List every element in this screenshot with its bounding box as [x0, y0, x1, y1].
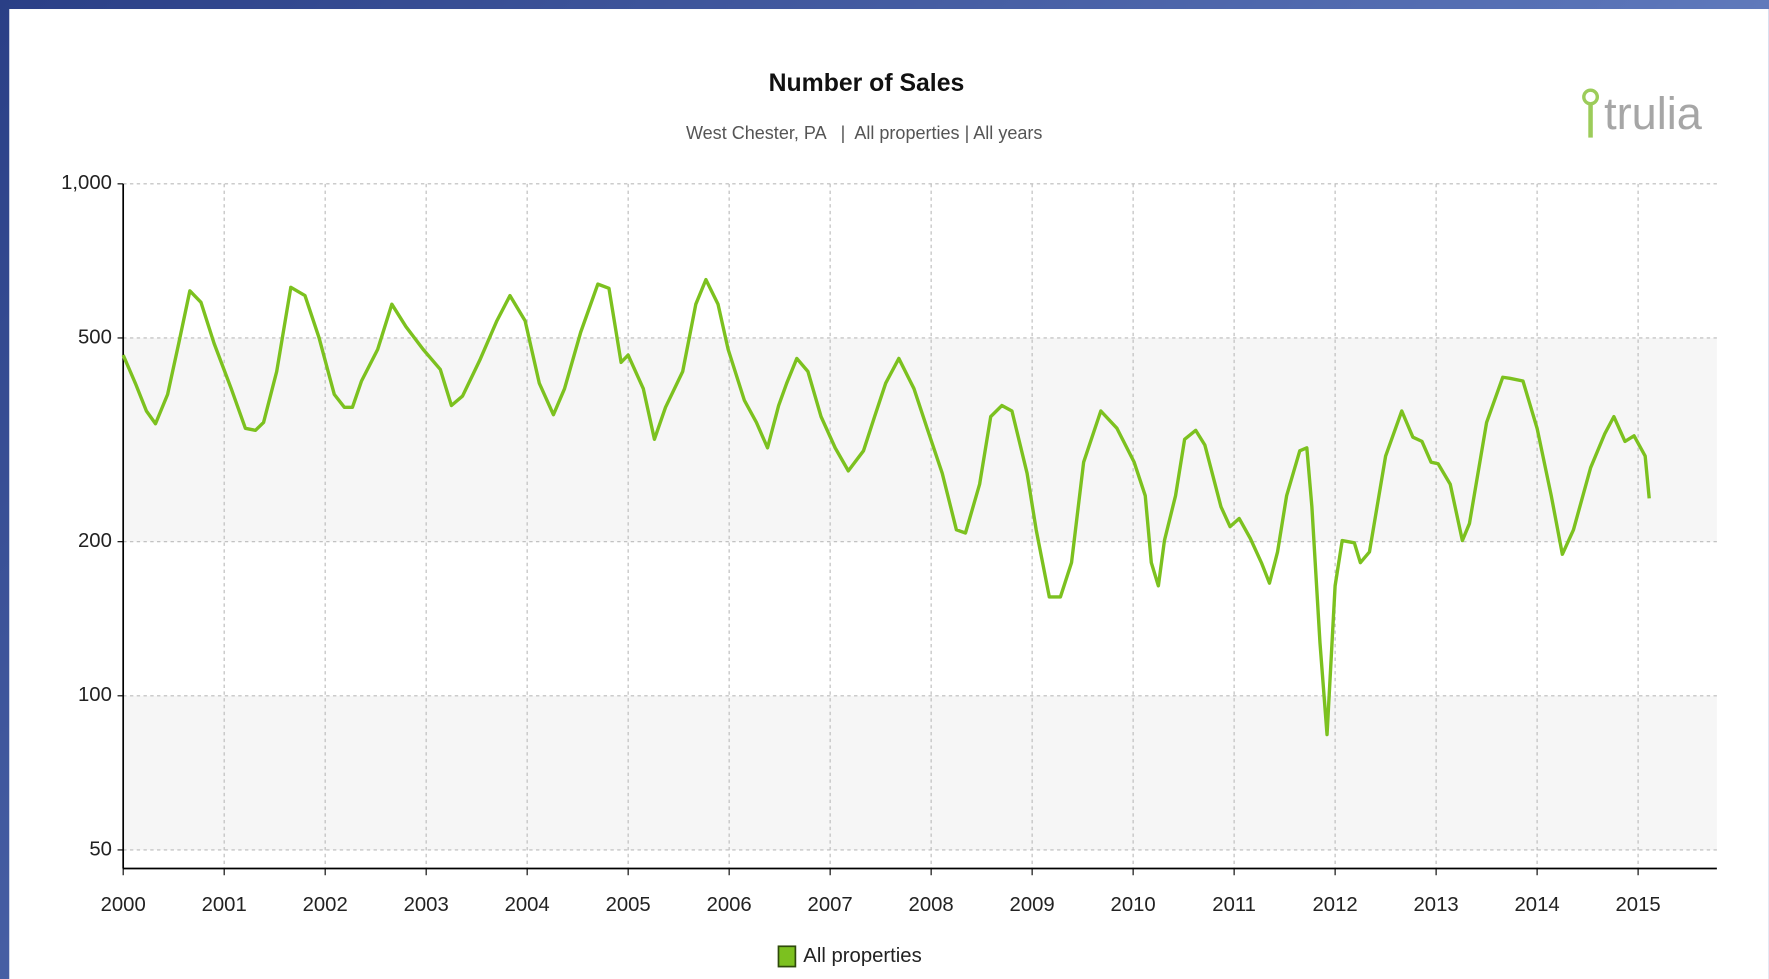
- x-tick-label: 2010: [1111, 894, 1156, 916]
- logo-text: trulia: [1604, 88, 1703, 139]
- x-tick-label: 2003: [404, 894, 449, 916]
- legend-swatch: [777, 945, 797, 968]
- x-tick-label: 2008: [909, 894, 954, 916]
- y-tick-label: 500: [78, 326, 112, 348]
- plot-band: [123, 695, 1717, 850]
- x-tick-label: 2011: [1212, 894, 1256, 916]
- chart-subtitle: West Chester, PA | All properties | All …: [686, 123, 1042, 143]
- x-tick-label: 2001: [202, 894, 247, 916]
- x-tick-label: 2006: [707, 894, 752, 916]
- plot-band: [123, 337, 1717, 542]
- logo: trulia: [1582, 88, 1703, 139]
- legend-label: All properties: [803, 945, 921, 967]
- x-tick-label: 2002: [303, 894, 348, 916]
- legend-item: All properties: [777, 945, 922, 968]
- x-tick-label: 2012: [1313, 894, 1358, 916]
- x-tick-label: 2000: [101, 894, 146, 916]
- data-line: [121, 277, 1651, 737]
- x-tick-label: 2004: [505, 894, 550, 916]
- x-tick-label: 2013: [1414, 894, 1459, 916]
- x-tick-label: 2005: [606, 894, 651, 916]
- y-tick-label: 200: [78, 530, 112, 552]
- x-tick-label: 2015: [1616, 894, 1661, 916]
- chart-title: Number of Sales: [769, 70, 965, 97]
- y-tick-label: 50: [89, 838, 112, 860]
- y-tick-label: 1,000: [61, 172, 112, 194]
- y-tick-label: 100: [78, 684, 112, 706]
- x-tick-label: 2014: [1515, 894, 1560, 916]
- x-tick-label: 2009: [1010, 894, 1055, 916]
- x-tick-label: 2007: [808, 894, 853, 916]
